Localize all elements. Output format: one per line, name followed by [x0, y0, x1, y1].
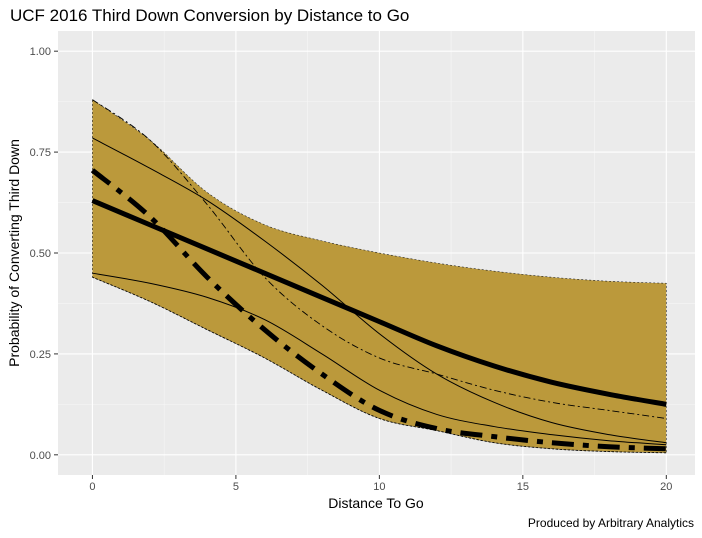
x-tick-label: 0: [89, 481, 95, 493]
series-line-thin-dashdot: [92, 99, 667, 419]
x-axis-title: Distance To Go: [328, 495, 424, 511]
x-tick-label: 20: [660, 481, 672, 493]
chart-caption: Produced by Arbitrary Analytics: [527, 516, 694, 530]
chart-title: UCF 2016 Third Down Conversion by Distan…: [10, 6, 410, 25]
x-tick-labels: 0 5 10 15 20: [89, 481, 672, 493]
y-tick-label: 0.00: [30, 450, 51, 462]
series-line-lower-bound-thin-solid: [92, 272, 667, 446]
series-line-lower-ribbon-dashed: [92, 276, 667, 454]
y-tick-labels: 0.00 0.25 0.50 0.75 1.00: [30, 46, 51, 462]
y-axis-title: Probability of Converting Third Down: [6, 139, 22, 367]
x-tick-label: 15: [517, 481, 529, 493]
y-tick-label: 0.25: [30, 349, 51, 361]
series-line-fit-thick-solid: [91, 198, 667, 407]
series-layer: [90, 99, 667, 454]
x-tick-label: 5: [233, 481, 239, 493]
x-tick-label: 10: [373, 481, 385, 493]
axis-ticks: [54, 50, 667, 479]
y-tick-label: 1.00: [30, 46, 51, 58]
y-tick-label: 0.50: [30, 248, 51, 260]
series-line-upper-bound-thin-solid: [92, 137, 667, 444]
series-line-fit-thick-dashdot: [90, 168, 667, 452]
y-tick-label: 0.75: [30, 147, 51, 159]
